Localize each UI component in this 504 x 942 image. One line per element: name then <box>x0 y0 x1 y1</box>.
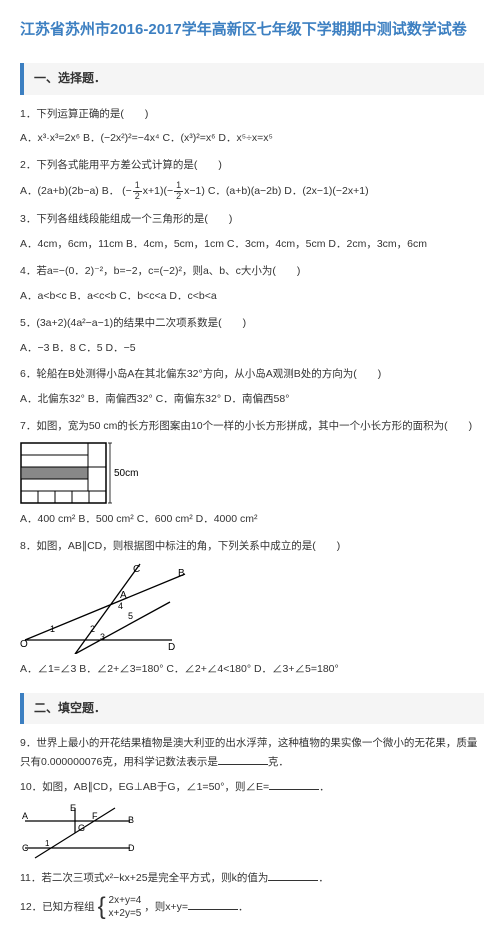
svg-text:2: 2 <box>90 624 95 634</box>
svg-text:A: A <box>22 811 28 821</box>
figure-q10: A B C D E F G 1 <box>20 803 150 863</box>
blank-9 <box>218 753 268 765</box>
svg-text:C: C <box>133 564 140 575</box>
options-8: A．∠1=∠3 B．∠2+∠3=180° C．∠2+∠4<180° D．∠3+∠… <box>20 660 484 679</box>
options-4: A．a<b<c B．a<c<b C．b<c<a D．c<b<a <box>20 287 484 306</box>
svg-text:B: B <box>178 568 185 579</box>
question-3: 3．下列各组线段能组成一个三角形的是( ) <box>20 210 484 229</box>
options-3: A．4cm，6cm，11cm B．4cm，5cm，1cm C．3cm，4cm，5… <box>20 235 484 254</box>
page-title: 江苏省苏州市2016-2017学年高新区七年级下学期期中测试数学试卷 <box>20 16 484 43</box>
svg-text:F: F <box>92 811 98 821</box>
svg-text:C: C <box>22 843 29 853</box>
opt2-a: A．(2a+b)(2b−a) B． <box>20 185 119 197</box>
svg-text:5: 5 <box>128 611 133 621</box>
options-1: A．x³·x³=2x⁶ B．(−2x²)²=−4x⁴ C．(x³)²=x⁶ D．… <box>20 129 484 148</box>
svg-text:3: 3 <box>100 632 105 642</box>
options-6: A．北偏东32° B．南偏西32° C．南偏东32° D．南偏西58° <box>20 390 484 409</box>
section-header-fill: 二、填空题． <box>20 693 484 725</box>
options-2: A．(2a+b)(2b−a) B． (−12x+1)(−12x−1) C．(a+… <box>20 181 484 202</box>
svg-text:B: B <box>128 815 134 825</box>
svg-text:1: 1 <box>50 624 55 634</box>
opt2-cd: C．(a+b)(a−2b) D．(2x−1)(−2x+1) <box>208 185 369 197</box>
section-header-choice: 一、选择题． <box>20 63 484 95</box>
svg-text:D: D <box>168 642 175 653</box>
question-1: 1．下列运算正确的是( ) <box>20 105 484 124</box>
svg-text:4: 4 <box>118 601 123 611</box>
question-5: 5．(3a+2)(4a²−a−1)的结果中二次项系数是( ) <box>20 314 484 333</box>
svg-text:G: G <box>78 823 85 833</box>
svg-text:1: 1 <box>45 839 50 848</box>
svg-text:E: E <box>70 803 76 813</box>
question-7: 7．如图，宽为50 cm的长方形图案由10个一样的小长方形拼成，其中一个小长方形… <box>20 417 484 436</box>
options-5: A．−3 B．8 C．5 D．−5 <box>20 339 484 358</box>
question-6: 6．轮船在B处测得小岛A在其北偏东32°方向，从小岛A观测B处的方向为( ) <box>20 365 484 384</box>
figure-q8: O A B C D 1 2 3 4 5 <box>20 562 190 654</box>
svg-text:50cm: 50cm <box>114 468 138 479</box>
opt2-b-expr: (−12x+1)(−12x−1) <box>122 185 205 197</box>
figure-q7: 50cm <box>20 442 140 504</box>
question-9: 9．世界上最小的开花结果植物是澳大利亚的出水浮萍，这种植物的果实像一个微小的无花… <box>20 734 484 772</box>
blank-10 <box>269 778 319 790</box>
question-11: 11．若二次三项式x²−kx+25是完全平方式，则k的值为． <box>20 869 484 888</box>
question-4: 4．若a=−(0．2)⁻²，b=−2，c=(−2)²，则a、b、c大小为( ) <box>20 262 484 281</box>
question-2: 2．下列各式能用平方差公式计算的是( ) <box>20 156 484 175</box>
svg-text:O: O <box>20 639 28 650</box>
blank-11 <box>268 869 318 881</box>
blank-12 <box>188 898 238 910</box>
question-12: 12．已知方程组 { 2x+y=4 x+2y=5 ，则x+y=． <box>20 894 484 920</box>
svg-text:D: D <box>128 843 135 853</box>
question-8: 8．如图，AB∥CD，则根据图中标注的角，下列关系中成立的是( ) <box>20 537 484 556</box>
options-7: A．400 cm² B．500 cm² C．600 cm² D．4000 cm² <box>20 510 484 529</box>
brace-icon: { <box>98 897 106 916</box>
question-10: 10．如图，AB∥CD，EG⊥AB于G，∠1=50°，则∠E=． <box>20 778 484 797</box>
svg-text:A: A <box>120 590 127 601</box>
